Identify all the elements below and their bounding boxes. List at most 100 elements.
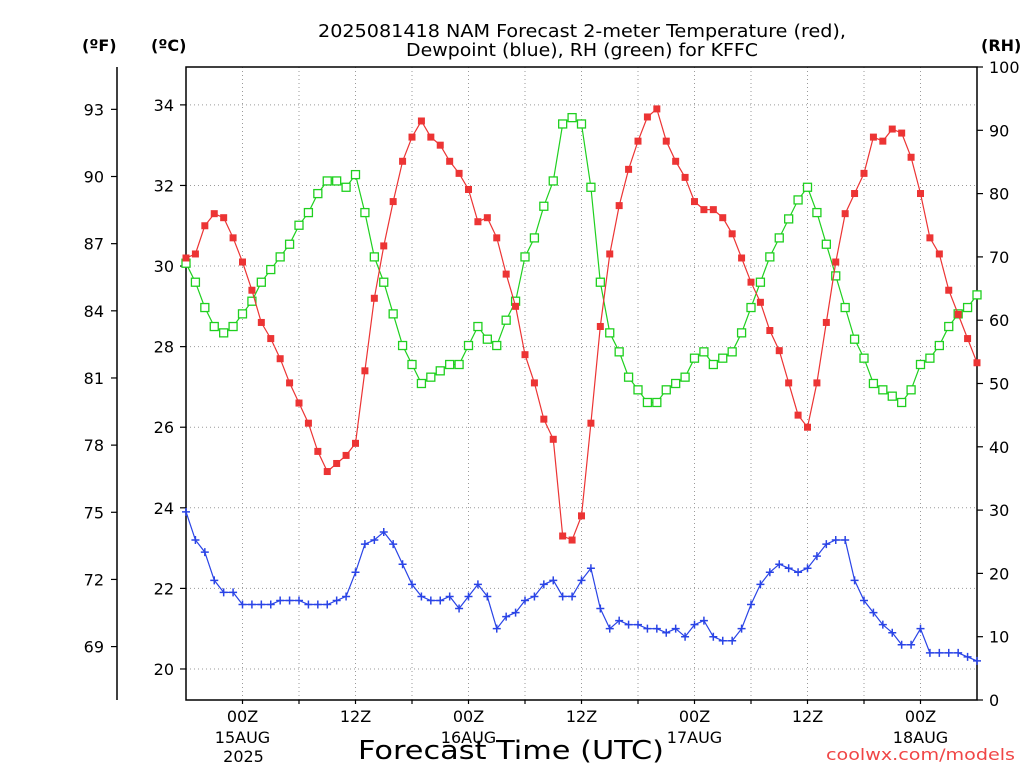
2-meter-temperature-point bbox=[267, 335, 275, 343]
2-meter-temperature-point bbox=[483, 214, 491, 222]
dewpoint-point bbox=[247, 600, 256, 609]
dewpoint-point bbox=[709, 632, 718, 641]
rh-point bbox=[190, 277, 201, 287]
celsius-axis-label: (ºC) bbox=[151, 36, 186, 55]
dewpoint-point bbox=[342, 592, 351, 601]
2-meter-temperature-point bbox=[879, 137, 887, 145]
2-meter-temperature-point bbox=[286, 379, 294, 387]
dewpoint-point bbox=[718, 636, 727, 645]
2-meter-temperature-point bbox=[276, 355, 284, 363]
x-tick-label: 00Z bbox=[453, 707, 484, 726]
2-meter-temperature-point bbox=[578, 512, 585, 520]
dewpoint-point bbox=[869, 608, 878, 617]
rh-point bbox=[558, 119, 568, 129]
y-tick-label-rh: 0 bbox=[989, 691, 999, 710]
2-meter-temperature-point bbox=[210, 210, 218, 218]
rh-point bbox=[341, 182, 351, 192]
dewpoint-point bbox=[219, 588, 228, 597]
2-meter-temperature-point bbox=[841, 210, 849, 218]
rh-point bbox=[859, 353, 869, 363]
dewpoint-point bbox=[191, 536, 200, 545]
rh-point bbox=[802, 182, 813, 192]
2-meter-temperature-point bbox=[389, 198, 397, 206]
x-tick-date-label: 15AUG bbox=[215, 728, 270, 747]
dewpoint-point bbox=[681, 632, 690, 641]
rh-point bbox=[878, 385, 888, 395]
x-tick-label: 00Z bbox=[905, 707, 936, 726]
dewpoint-point bbox=[445, 592, 454, 601]
y-tick-label-rh: 70 bbox=[989, 248, 1009, 267]
2-meter-temperature-point bbox=[521, 351, 529, 359]
2-meter-temperature-point bbox=[615, 202, 623, 210]
y-tick-label-rh: 40 bbox=[989, 438, 1009, 457]
rh-point bbox=[247, 296, 257, 306]
x-tick-label: 12Z bbox=[792, 707, 823, 726]
2-meter-temperature-point bbox=[785, 379, 793, 387]
2-meter-temperature-point bbox=[700, 206, 708, 214]
dewpoint-point bbox=[558, 592, 567, 601]
y-tick-label-f: 75 bbox=[84, 503, 104, 522]
2-meter-temperature-point bbox=[342, 451, 350, 459]
rh-point bbox=[972, 290, 982, 300]
rh-point bbox=[332, 176, 342, 186]
2-meter-temperature-point bbox=[201, 222, 209, 230]
y-tick-label-rh: 100 bbox=[989, 58, 1020, 77]
rh-point bbox=[219, 328, 229, 338]
rh-point bbox=[473, 321, 483, 332]
2-meter-temperature-point bbox=[257, 318, 265, 326]
axes: 20 22 24 26 28 30 32 34 69 72 75 78 81 84 87 90 93 0 10 20 3… bbox=[84, 58, 1020, 766]
y-tick-label-rh: 50 bbox=[989, 375, 1009, 394]
rh-point bbox=[350, 169, 361, 180]
dewpoint-point bbox=[963, 652, 972, 661]
rh-point bbox=[294, 220, 304, 230]
rh-point bbox=[812, 207, 822, 218]
2-meter-temperature-point bbox=[417, 117, 425, 125]
dewpoint-point bbox=[379, 527, 388, 536]
2-meter-temperature-point bbox=[596, 322, 604, 330]
2-meter-temperature-point bbox=[728, 230, 736, 238]
dewpoint-point bbox=[662, 628, 671, 637]
2-meter-temperature-point bbox=[832, 258, 840, 266]
dewpoint-point bbox=[935, 648, 944, 657]
2-meter-temperature-point bbox=[465, 185, 472, 193]
2-meter-temperature-point bbox=[813, 379, 821, 387]
rh-point bbox=[831, 271, 841, 281]
dewpoint-point bbox=[671, 624, 680, 633]
dewpoint-point bbox=[944, 648, 953, 657]
rh-point bbox=[746, 302, 756, 313]
rh-point bbox=[567, 112, 577, 123]
rh-point bbox=[426, 372, 436, 382]
2-meter-temperature-point bbox=[738, 254, 746, 262]
dewpoint-point bbox=[643, 624, 652, 633]
rh-point bbox=[407, 359, 417, 370]
rh-point bbox=[200, 302, 210, 313]
dewpoint-line bbox=[185, 511, 978, 662]
dewpoint-point bbox=[747, 600, 755, 609]
dewpoint-point bbox=[973, 656, 981, 665]
dewpoint-point bbox=[897, 640, 906, 649]
dewpoint-point bbox=[775, 560, 784, 569]
dewpoint-point bbox=[521, 596, 529, 605]
x-tick-label: 12Z bbox=[340, 707, 371, 726]
2-meter-temperature-point bbox=[822, 318, 830, 326]
2-meter-temperature-point bbox=[926, 234, 934, 242]
dewpoint-point bbox=[784, 564, 793, 573]
rh-point bbox=[962, 302, 973, 313]
rh-point bbox=[501, 315, 511, 325]
rh-point bbox=[718, 353, 728, 363]
2-meter-temperature-point bbox=[973, 359, 981, 367]
rh-point bbox=[755, 277, 766, 287]
2-meter-temperature-point bbox=[248, 286, 256, 294]
2-meter-temperature-point bbox=[945, 286, 953, 294]
dewpoint-point bbox=[360, 540, 369, 549]
2-meter-temperature-point bbox=[229, 234, 237, 242]
rh-point bbox=[313, 188, 323, 199]
dewpoint-point bbox=[408, 580, 416, 589]
rh-point bbox=[765, 252, 775, 262]
2-meter-temperature-point bbox=[681, 173, 689, 181]
y-tick-label-f: 72 bbox=[84, 570, 104, 589]
y-tick-label-f: 84 bbox=[84, 302, 104, 321]
x-tick-year-label: 2025 bbox=[223, 747, 264, 766]
dewpoint-point bbox=[728, 636, 737, 645]
dewpoint-point bbox=[577, 576, 586, 585]
